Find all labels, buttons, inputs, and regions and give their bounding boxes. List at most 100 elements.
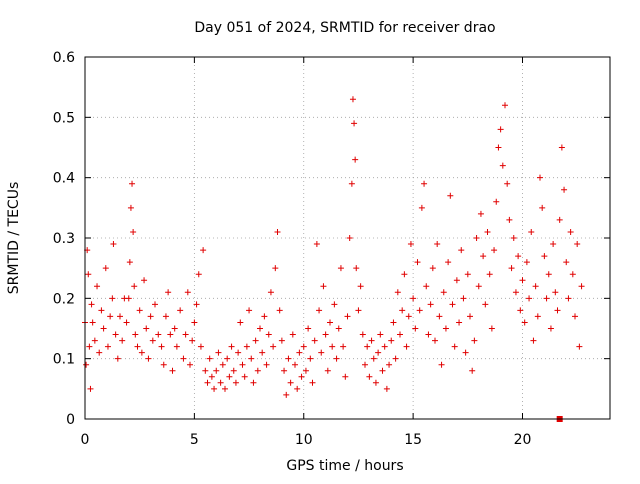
data-point	[155, 331, 162, 338]
data-point	[410, 295, 417, 302]
data-point	[464, 271, 471, 278]
data-point	[327, 319, 333, 326]
data-point	[91, 337, 98, 344]
data-point	[318, 349, 325, 356]
data-point	[449, 301, 456, 308]
data-point	[265, 331, 272, 338]
data-point	[375, 349, 382, 356]
data-point	[230, 367, 237, 374]
data-point	[547, 325, 554, 332]
data-point	[169, 367, 176, 374]
data-point	[285, 355, 292, 362]
axis-layer: 0 0.1 0.2 0.3 0.4 0.5 0.6 0 5 10 15 20	[53, 50, 610, 448]
data-point	[296, 349, 303, 356]
data-point	[307, 355, 314, 362]
data-point	[552, 289, 559, 296]
data-point	[346, 235, 353, 241]
data-point	[473, 235, 480, 241]
data-point	[493, 198, 500, 205]
data-point	[526, 295, 533, 302]
data-point	[381, 343, 388, 350]
data-point	[324, 367, 331, 374]
y-tick-label: 0	[66, 412, 75, 428]
data-point	[451, 343, 458, 350]
data-point	[289, 331, 296, 338]
data-point	[416, 307, 423, 314]
data-point	[456, 319, 463, 326]
data-point	[313, 241, 320, 248]
data-point	[333, 355, 340, 362]
data-point	[152, 301, 158, 308]
data-point	[250, 379, 257, 386]
data-point	[202, 367, 209, 374]
data-point	[502, 102, 508, 109]
data-point	[298, 373, 305, 380]
y-tick-label: 0.1	[53, 352, 75, 368]
data-point	[388, 337, 395, 344]
data-point	[117, 313, 123, 320]
data-point	[252, 337, 259, 344]
data-point	[434, 241, 441, 248]
data-point	[130, 228, 137, 235]
data-point	[370, 355, 377, 362]
x-tick-label: 15	[404, 432, 422, 448]
x-tick-label: 10	[295, 432, 313, 448]
data-point	[497, 126, 504, 133]
data-point	[379, 367, 386, 374]
data-point	[272, 265, 279, 272]
data-point	[342, 373, 349, 380]
data-point	[355, 307, 362, 314]
data-point	[222, 385, 228, 392]
data-point	[429, 265, 436, 272]
data-point	[248, 355, 255, 362]
data-point	[541, 253, 548, 260]
data-point	[143, 325, 150, 332]
data-point	[499, 162, 506, 169]
data-point	[85, 271, 92, 278]
data-point	[237, 319, 244, 326]
data-point	[187, 361, 193, 368]
data-point	[160, 361, 167, 368]
data-point	[87, 385, 94, 392]
data-point	[475, 283, 482, 290]
data-point	[460, 295, 467, 302]
data-points-layer	[82, 96, 585, 422]
data-point	[394, 289, 401, 296]
data-point	[219, 361, 226, 368]
data-point	[344, 313, 351, 320]
data-point	[239, 361, 246, 368]
data-point	[206, 355, 213, 362]
data-point	[287, 379, 294, 386]
y-tick-label: 0.6	[53, 50, 75, 66]
data-point	[102, 265, 109, 272]
data-point	[506, 216, 513, 223]
y-tick-label: 0.2	[53, 291, 75, 307]
data-point	[134, 343, 141, 350]
data-point	[401, 271, 408, 278]
data-point	[352, 156, 359, 163]
data-point	[119, 337, 126, 344]
data-point	[421, 180, 428, 187]
data-point	[383, 385, 390, 392]
data-point	[177, 307, 184, 314]
data-point	[427, 301, 434, 308]
data-point	[539, 204, 546, 211]
data-point	[534, 313, 541, 320]
data-point	[576, 343, 583, 350]
y-tick-label: 0.3	[53, 231, 75, 247]
data-point	[171, 325, 178, 332]
data-point	[447, 192, 454, 199]
data-point	[390, 319, 397, 326]
data-point	[550, 241, 557, 248]
data-point	[436, 313, 443, 320]
data-point	[254, 367, 261, 374]
data-point	[488, 325, 495, 332]
data-point	[241, 373, 248, 380]
data-point	[528, 228, 535, 235]
data-point	[136, 307, 143, 314]
data-point	[515, 253, 522, 260]
data-point	[162, 313, 169, 320]
data-point	[104, 343, 111, 350]
data-point	[165, 289, 172, 296]
data-point	[270, 343, 277, 350]
